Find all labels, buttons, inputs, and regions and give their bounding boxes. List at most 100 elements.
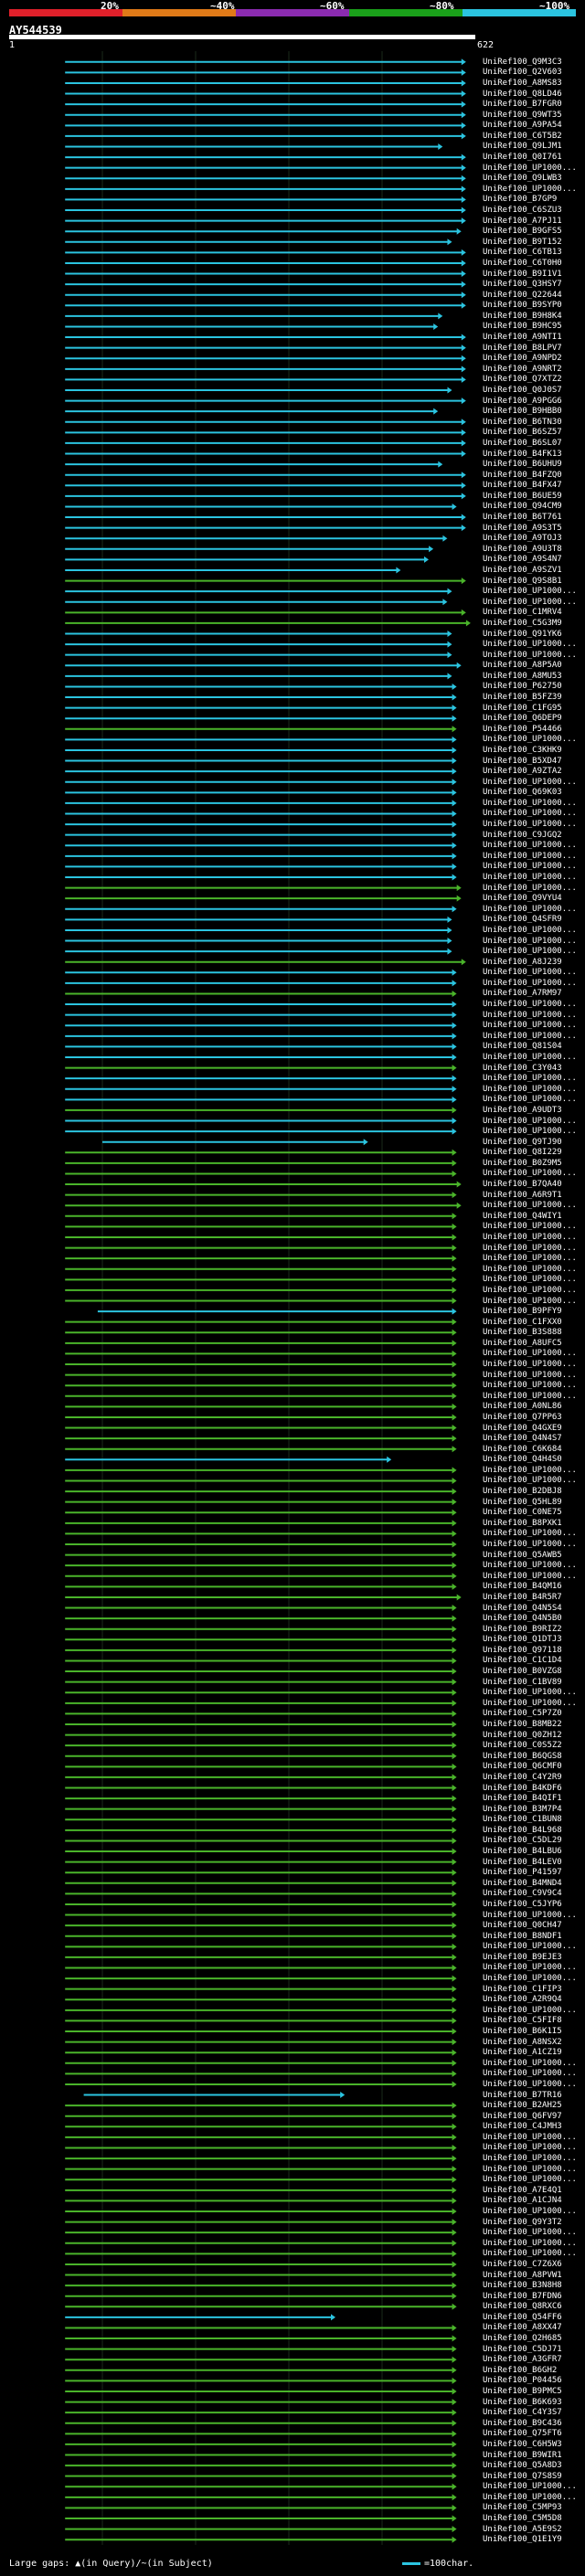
hit-label-link[interactable]: UniRef100_Q0CH47	[483, 1921, 562, 1931]
hit-label-link[interactable]: UniRef100_B8NDF1	[483, 1931, 562, 1941]
hit-label-link[interactable]: UniRef100_B6SZ57	[483, 428, 562, 438]
hit-row[interactable]	[65, 1626, 457, 1633]
hit-row[interactable]	[65, 620, 471, 627]
hit-row[interactable]	[65, 1689, 457, 1696]
hit-row[interactable]	[65, 578, 466, 585]
hit-label-link[interactable]: UniRef100_Q1DTJ3	[483, 1635, 562, 1645]
hit-row[interactable]	[65, 1700, 457, 1707]
hit-row[interactable]	[65, 2197, 457, 2204]
hit-row[interactable]	[65, 1901, 457, 1908]
hit-label-link[interactable]: UniRef100_P04456	[483, 2376, 562, 2386]
hit-row[interactable]	[65, 2007, 457, 2014]
hit-row[interactable]	[65, 1393, 457, 1400]
hit-row[interactable]	[65, 69, 466, 76]
hit-row[interactable]	[65, 652, 452, 659]
hit-row[interactable]	[65, 1605, 457, 1612]
hit-label-link[interactable]: UniRef100_C4Y3S7	[483, 2408, 562, 2418]
hit-row[interactable]	[65, 175, 466, 182]
hit-row[interactable]	[65, 186, 466, 193]
hit-label-link[interactable]: UniRef100_B7QA40	[483, 1180, 562, 1190]
hit-label-link[interactable]: UniRef100_UP1000...	[483, 1243, 577, 1253]
hit-label-link[interactable]: UniRef100_Q2V603	[483, 68, 562, 78]
hit-label-link[interactable]: UniRef100_B9C436	[483, 2418, 562, 2428]
hit-row[interactable]	[65, 1657, 457, 1664]
hit-row[interactable]	[65, 1912, 457, 1919]
hit-label-link[interactable]: UniRef100_Q7XTZ2	[483, 375, 562, 385]
hit-row[interactable]	[65, 1403, 457, 1410]
hit-row[interactable]	[65, 1467, 457, 1474]
hit-row[interactable]	[65, 747, 457, 754]
hit-label-link[interactable]: UniRef100_Q75FT6	[483, 2429, 562, 2439]
hit-label-link[interactable]: UniRef100_B4LEV0	[483, 1857, 562, 1867]
hit-row[interactable]	[65, 1298, 457, 1304]
hit-row[interactable]	[65, 1488, 457, 1495]
hit-label-link[interactable]: UniRef100_Q0J0S7	[483, 385, 562, 395]
hit-row[interactable]	[65, 1943, 457, 1950]
hit-label-link[interactable]: UniRef100_Q4N5B0	[483, 1614, 562, 1624]
hit-label-link[interactable]: UniRef100_C9JGQ2	[483, 830, 562, 840]
hit-row[interactable]	[65, 2377, 457, 2384]
hit-label-link[interactable]: UniRef100_B9H8K4	[483, 311, 562, 321]
hit-row[interactable]	[65, 1319, 457, 1326]
hit-row[interactable]	[65, 1329, 457, 1336]
hit-label-link[interactable]: UniRef100_UP1000...	[483, 2164, 577, 2174]
hit-row[interactable]	[65, 1679, 457, 1686]
hit-row[interactable]	[65, 2070, 457, 2077]
hit-row[interactable]	[65, 2430, 457, 2437]
hit-label-link[interactable]: UniRef100_Q8I229	[483, 1148, 562, 1158]
hit-label-link[interactable]: UniRef100_B9GFS5	[483, 227, 562, 237]
hit-label-link[interactable]: UniRef100_UP1000...	[483, 1561, 577, 1571]
hit-label-link[interactable]: UniRef100_UP1000...	[483, 1201, 577, 1211]
hit-label-link[interactable]: UniRef100_Q6CMF0	[483, 1762, 562, 1772]
hit-row[interactable]	[65, 217, 466, 225]
hit-row[interactable]	[65, 705, 457, 712]
hit-label-link[interactable]: UniRef100_B7FDN6	[483, 2291, 562, 2301]
hit-label-link[interactable]: UniRef100_UP1000...	[483, 2154, 577, 2164]
hit-label-link[interactable]: UniRef100_B4R5R7	[483, 1592, 562, 1602]
hit-row[interactable]	[65, 1043, 457, 1050]
hit-label-link[interactable]: UniRef100_UP1000...	[483, 809, 577, 819]
hit-label-link[interactable]: UniRef100_Q69K03	[483, 788, 562, 798]
hit-row[interactable]	[65, 1795, 457, 1802]
hit-row[interactable]	[65, 2155, 457, 2162]
hit-row[interactable]	[65, 1425, 457, 1432]
hit-label-link[interactable]: UniRef100_UP1000...	[483, 2207, 577, 2216]
hit-row[interactable]	[65, 2515, 457, 2522]
hit-label-link[interactable]: UniRef100_UP1000...	[483, 1052, 577, 1062]
hit-label-link[interactable]: UniRef100_C4Y2R9	[483, 1772, 562, 1782]
hit-label-link[interactable]: UniRef100_UP1000...	[483, 841, 577, 851]
hit-label-link[interactable]: UniRef100_A2R9Q4	[483, 1995, 562, 2005]
hit-row[interactable]	[65, 2144, 457, 2151]
hit-label-link[interactable]: UniRef100_B6K1I5	[483, 2027, 562, 2037]
hit-label-link[interactable]: UniRef100_UP1000...	[483, 2069, 577, 2079]
hit-row[interactable]	[65, 959, 466, 966]
hit-row[interactable]	[65, 1477, 457, 1484]
hit-row[interactable]	[65, 292, 466, 299]
hit-label-link[interactable]: UniRef100_Q4SFR9	[483, 915, 562, 925]
hit-row[interactable]	[65, 2208, 457, 2215]
hit-label-link[interactable]: UniRef100_Q4H4S0	[483, 1455, 562, 1465]
hit-label-link[interactable]: UniRef100_C6SZU3	[483, 206, 562, 215]
hit-label-link[interactable]: UniRef100_Q97118	[483, 1645, 562, 1655]
hit-label-link[interactable]: UniRef100_Q0I761	[483, 153, 562, 163]
hit-label-link[interactable]: UniRef100_A7E4Q1	[483, 2185, 562, 2195]
hit-row[interactable]	[65, 1774, 457, 1781]
hit-label-link[interactable]: UniRef100_C3KHK9	[483, 745, 562, 755]
hit-row[interactable]	[65, 1022, 457, 1029]
hit-label-link[interactable]: UniRef100_A9U3T8	[483, 544, 562, 554]
hit-row[interactable]	[65, 567, 401, 574]
hit-label-link[interactable]: UniRef100_UP1000...	[483, 1084, 577, 1094]
hit-label-link[interactable]: UniRef100_UP1000...	[483, 1296, 577, 1306]
hit-row[interactable]	[65, 1964, 457, 1971]
hit-row[interactable]	[65, 1615, 457, 1622]
hit-label-link[interactable]: UniRef100_B9RIZ2	[483, 1624, 562, 1634]
hit-row[interactable]	[65, 726, 457, 733]
hit-row[interactable]	[65, 1234, 457, 1241]
hit-label-link[interactable]: UniRef100_C6K684	[483, 1444, 562, 1454]
hit-label-link[interactable]: UniRef100_B4MND4	[483, 1878, 562, 1888]
hit-row[interactable]	[65, 885, 462, 892]
hit-label-link[interactable]: UniRef100_B8PXK1	[483, 1518, 562, 1528]
hit-label-link[interactable]: UniRef100_Q9WT35	[483, 110, 562, 120]
hit-row[interactable]	[65, 2420, 457, 2427]
hit-label-link[interactable]: UniRef100_B9I1V1	[483, 269, 562, 279]
